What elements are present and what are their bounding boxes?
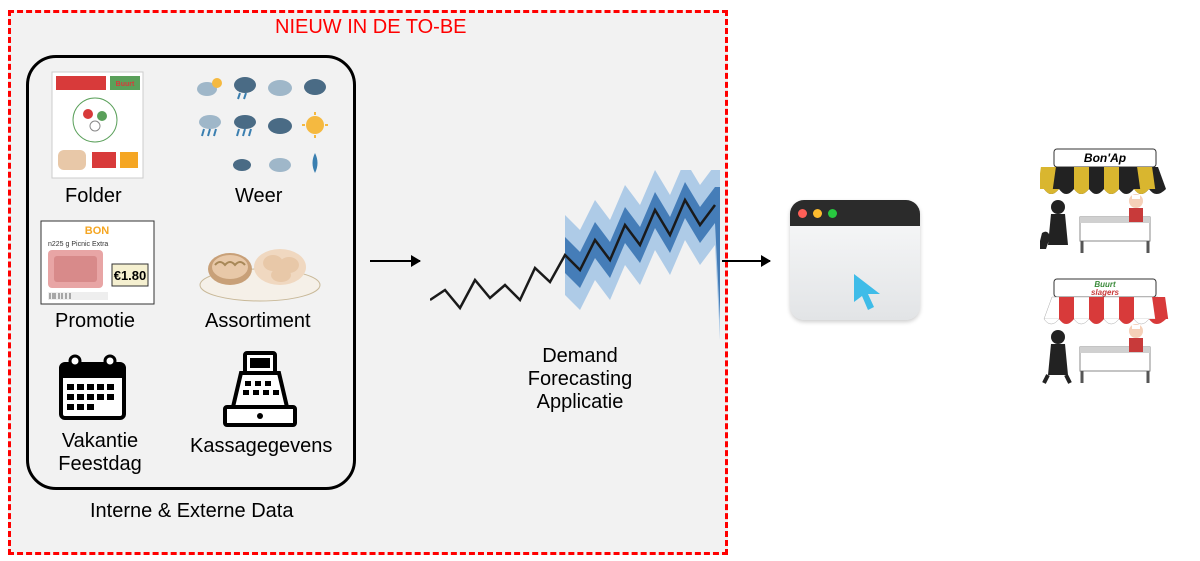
- forecast-label: Demand Forecasting Applicatie: [505, 345, 655, 414]
- svg-text:BON: BON: [85, 225, 110, 237]
- forecast-chart-icon: [430, 170, 720, 340]
- svg-text:Bon'Ap: Bon'Ap: [1084, 151, 1126, 165]
- bonap-stall-icon: Bon'Ap: [1040, 145, 1170, 255]
- svg-text:slagers: slagers: [1091, 288, 1120, 297]
- svg-text:Buurt: Buurt: [116, 81, 135, 88]
- buurtslagers-stall-icon: Buurt slagers: [1040, 275, 1170, 385]
- folder-label: Folder: [65, 185, 122, 208]
- weer-label: Weer: [235, 185, 282, 208]
- svg-text:n225 g Picnic Extra: n225 g Picnic Extra: [48, 241, 108, 248]
- cash-register-icon: [215, 345, 305, 430]
- promotie-icon: BON n225 g Picnic Extra €1.80: [40, 220, 155, 305]
- cursor-icon: [852, 272, 886, 312]
- weather-icon: [195, 70, 330, 180]
- calendar-icon: [55, 350, 130, 425]
- arrow-to-forecast: [370, 260, 420, 262]
- vakantie-label: Vakantie Feestdag: [50, 430, 150, 476]
- assortiment-icon: [195, 225, 325, 305]
- promotie-label: Promotie: [55, 310, 135, 333]
- assortiment-label: Assortiment: [205, 310, 311, 333]
- tobe-title: NIEUW IN DE TO-BE: [275, 16, 467, 39]
- arrow-to-app: [722, 260, 770, 262]
- web-app-icon: [790, 200, 920, 320]
- kassa-label: Kassagegevens: [190, 435, 332, 458]
- svg-text:€1.80: €1.80: [114, 268, 147, 283]
- folder-icon: Buurt: [50, 70, 145, 180]
- data-box-label: Interne & Externe Data: [90, 500, 293, 523]
